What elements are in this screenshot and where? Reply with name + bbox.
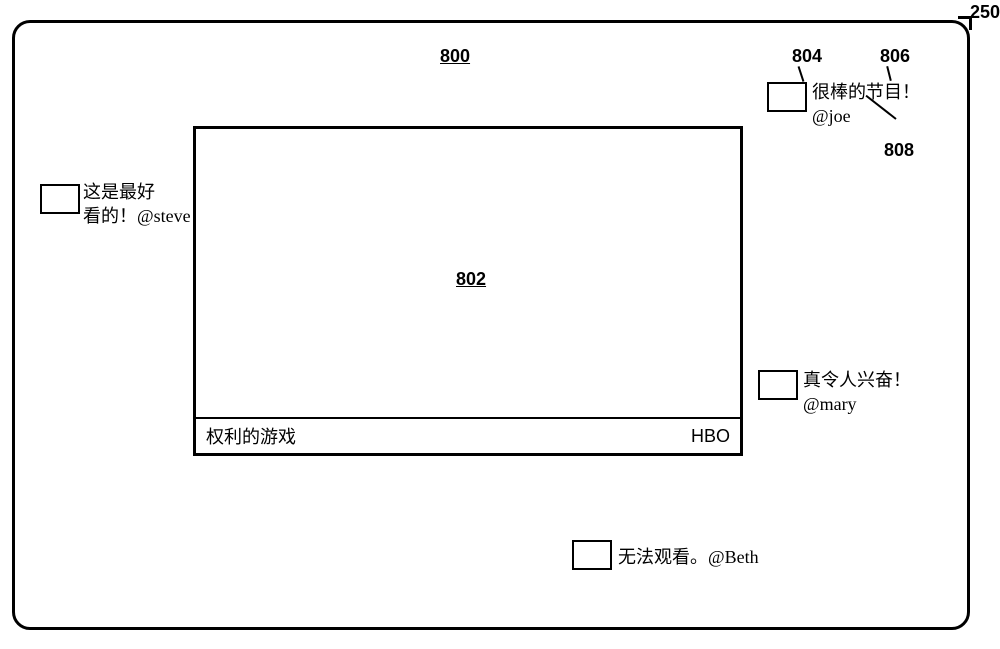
ref-800: 800 <box>440 46 470 67</box>
comment-text-joe: 很棒的节目！ @joe <box>812 80 920 129</box>
video-title: 权利的游戏 <box>206 423 296 449</box>
ref-804: 804 <box>792 46 822 67</box>
video-channel: HBO <box>691 426 730 447</box>
video-panel: 802 权利的游戏 HBO <box>193 126 743 456</box>
ref-250: 250 <box>970 2 1000 23</box>
ref-808: 808 <box>884 140 914 161</box>
ref-806: 806 <box>880 46 910 67</box>
comment-box-joe[interactable] <box>767 82 807 112</box>
comment-box-beth[interactable] <box>572 540 612 570</box>
comment-box-mary[interactable] <box>758 370 798 400</box>
video-info-bar: 权利的游戏 HBO <box>196 417 740 453</box>
comment-text-steve: 这是最好 看的！@steve <box>83 180 191 229</box>
comment-text-mary: 真令人兴奋！ @mary <box>803 368 911 417</box>
video-ref-label: 802 <box>456 269 486 290</box>
comment-text-beth: 无法观看。@Beth <box>618 545 759 569</box>
diagram-canvas: 802 权利的游戏 HBO 250 800 804 806 808 这是最好 看… <box>0 0 1000 649</box>
comment-box-steve[interactable] <box>40 184 80 214</box>
